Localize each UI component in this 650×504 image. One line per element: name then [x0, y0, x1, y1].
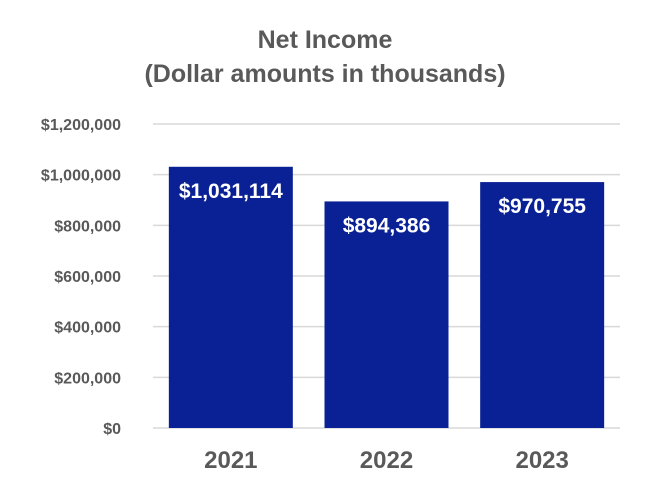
- y-tick-label: $0: [103, 421, 121, 438]
- data-label-2021: $1,031,114: [179, 180, 283, 203]
- bar-2023: [480, 182, 605, 428]
- y-tick-label: $400,000: [54, 320, 121, 337]
- bar-2022: [324, 201, 449, 428]
- x-tick-label: 2022: [360, 447, 413, 474]
- y-tick-label: $1,200,000: [41, 117, 121, 134]
- y-axis-ticks: $0 $200,000 $400,000 $600,000 $800,000 $1,000…: [41, 117, 121, 438]
- x-axis-ticks: 2021 2022 2023: [204, 447, 569, 474]
- data-label-2022: $894,386: [343, 214, 431, 237]
- y-tick-label: $1,000,000: [41, 168, 121, 185]
- bars: [168, 166, 605, 428]
- x-tick-label: 2023: [515, 447, 568, 474]
- y-tick-label: $800,000: [54, 218, 121, 235]
- bar-2021: [168, 166, 293, 428]
- x-tick-label: 2021: [204, 447, 257, 474]
- chart-title: Net Income: [257, 26, 393, 54]
- y-tick-label: $200,000: [54, 370, 121, 387]
- data-labels: $1,031,114 $894,386 $970,755: [179, 180, 586, 238]
- y-tick-label: $600,000: [54, 269, 121, 286]
- data-label-2023: $970,755: [498, 195, 586, 218]
- chart-subtitle: (Dollar amounts in thousands): [144, 60, 506, 88]
